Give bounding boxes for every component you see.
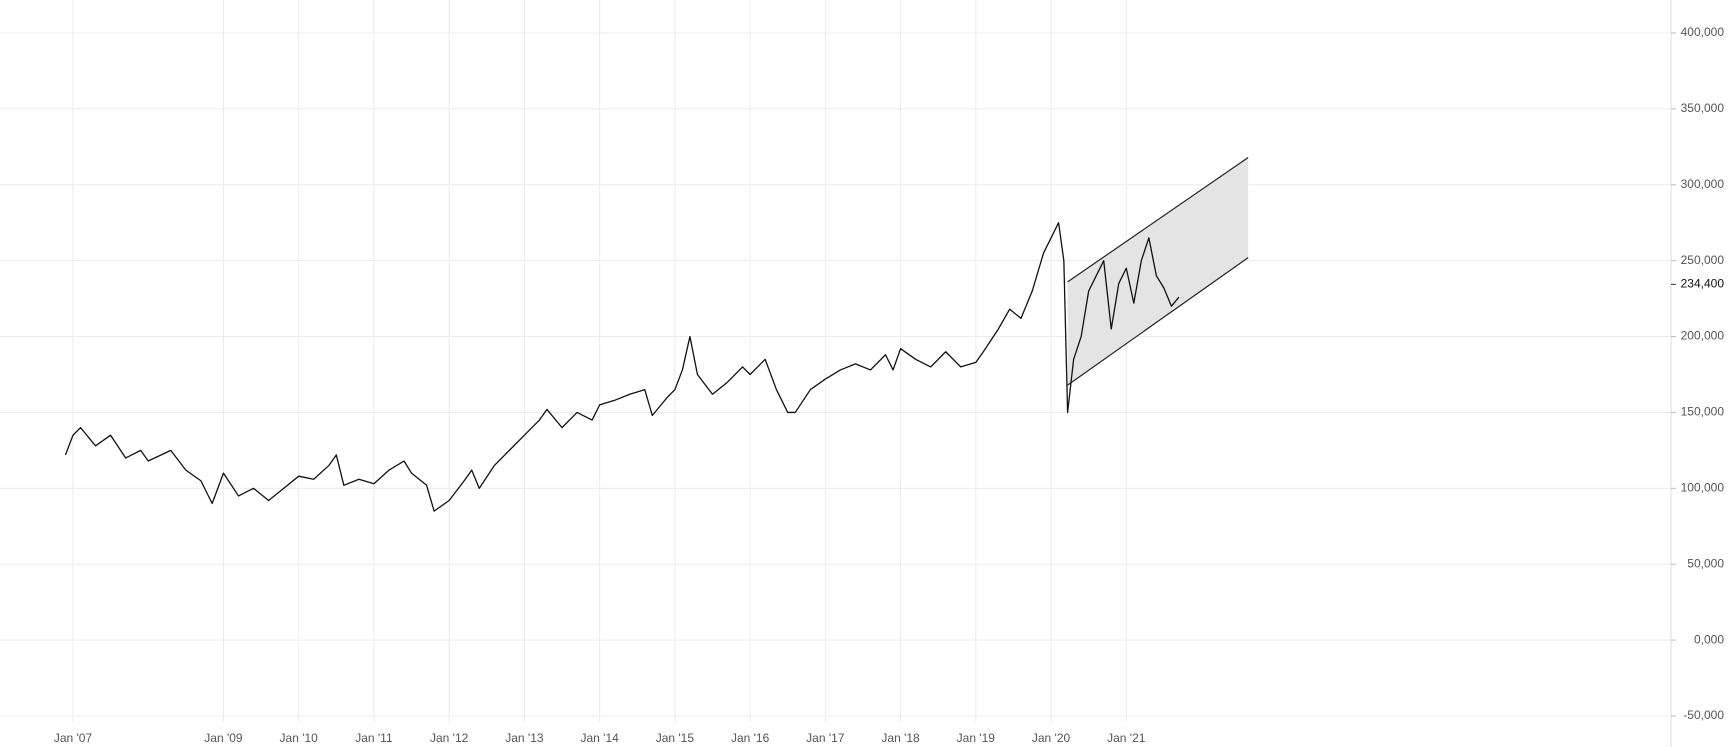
channel-area	[1067, 157, 1249, 386]
x-tick-label: Jan '11	[355, 731, 393, 745]
x-tick-label: Jan '14	[580, 731, 619, 745]
y-tick-label: 250,000	[1681, 253, 1725, 267]
y-tick-label: -50,000	[1683, 708, 1724, 722]
y-tick-label: 150,000	[1681, 405, 1725, 419]
price-line	[64, 222, 1180, 512]
y-tick-label: 400,000	[1681, 25, 1725, 39]
x-tick-label: Jan '18	[881, 731, 920, 745]
y-tick-label: 200,000	[1681, 329, 1725, 343]
x-tick-label: Jan '15	[656, 731, 695, 745]
x-tick-label: Jan '17	[806, 731, 845, 745]
x-tick-label: Jan '10	[280, 731, 319, 745]
last-price-label: 234,400	[1681, 277, 1725, 291]
x-tick-label: Jan '16	[731, 731, 770, 745]
y-tick-label: 0,000	[1694, 632, 1724, 646]
y-tick-label: 300,000	[1681, 177, 1725, 191]
x-tick-label: Jan '12	[430, 731, 469, 745]
x-tick-label: Jan '19	[957, 731, 996, 745]
y-tick-label: 100,000	[1681, 481, 1725, 495]
x-tick-label: Jan '09	[204, 731, 243, 745]
y-tick-label: 350,000	[1681, 101, 1725, 115]
x-tick-label: Jan '21	[1107, 731, 1146, 745]
channel-line	[1067, 156, 1249, 283]
x-tick-label: Jan '07	[54, 731, 93, 745]
x-tick-label: Jan '13	[505, 731, 544, 745]
channel-line	[1067, 257, 1249, 386]
y-tick-label: 50,000	[1687, 556, 1724, 570]
x-tick-label: Jan '20	[1032, 731, 1071, 745]
